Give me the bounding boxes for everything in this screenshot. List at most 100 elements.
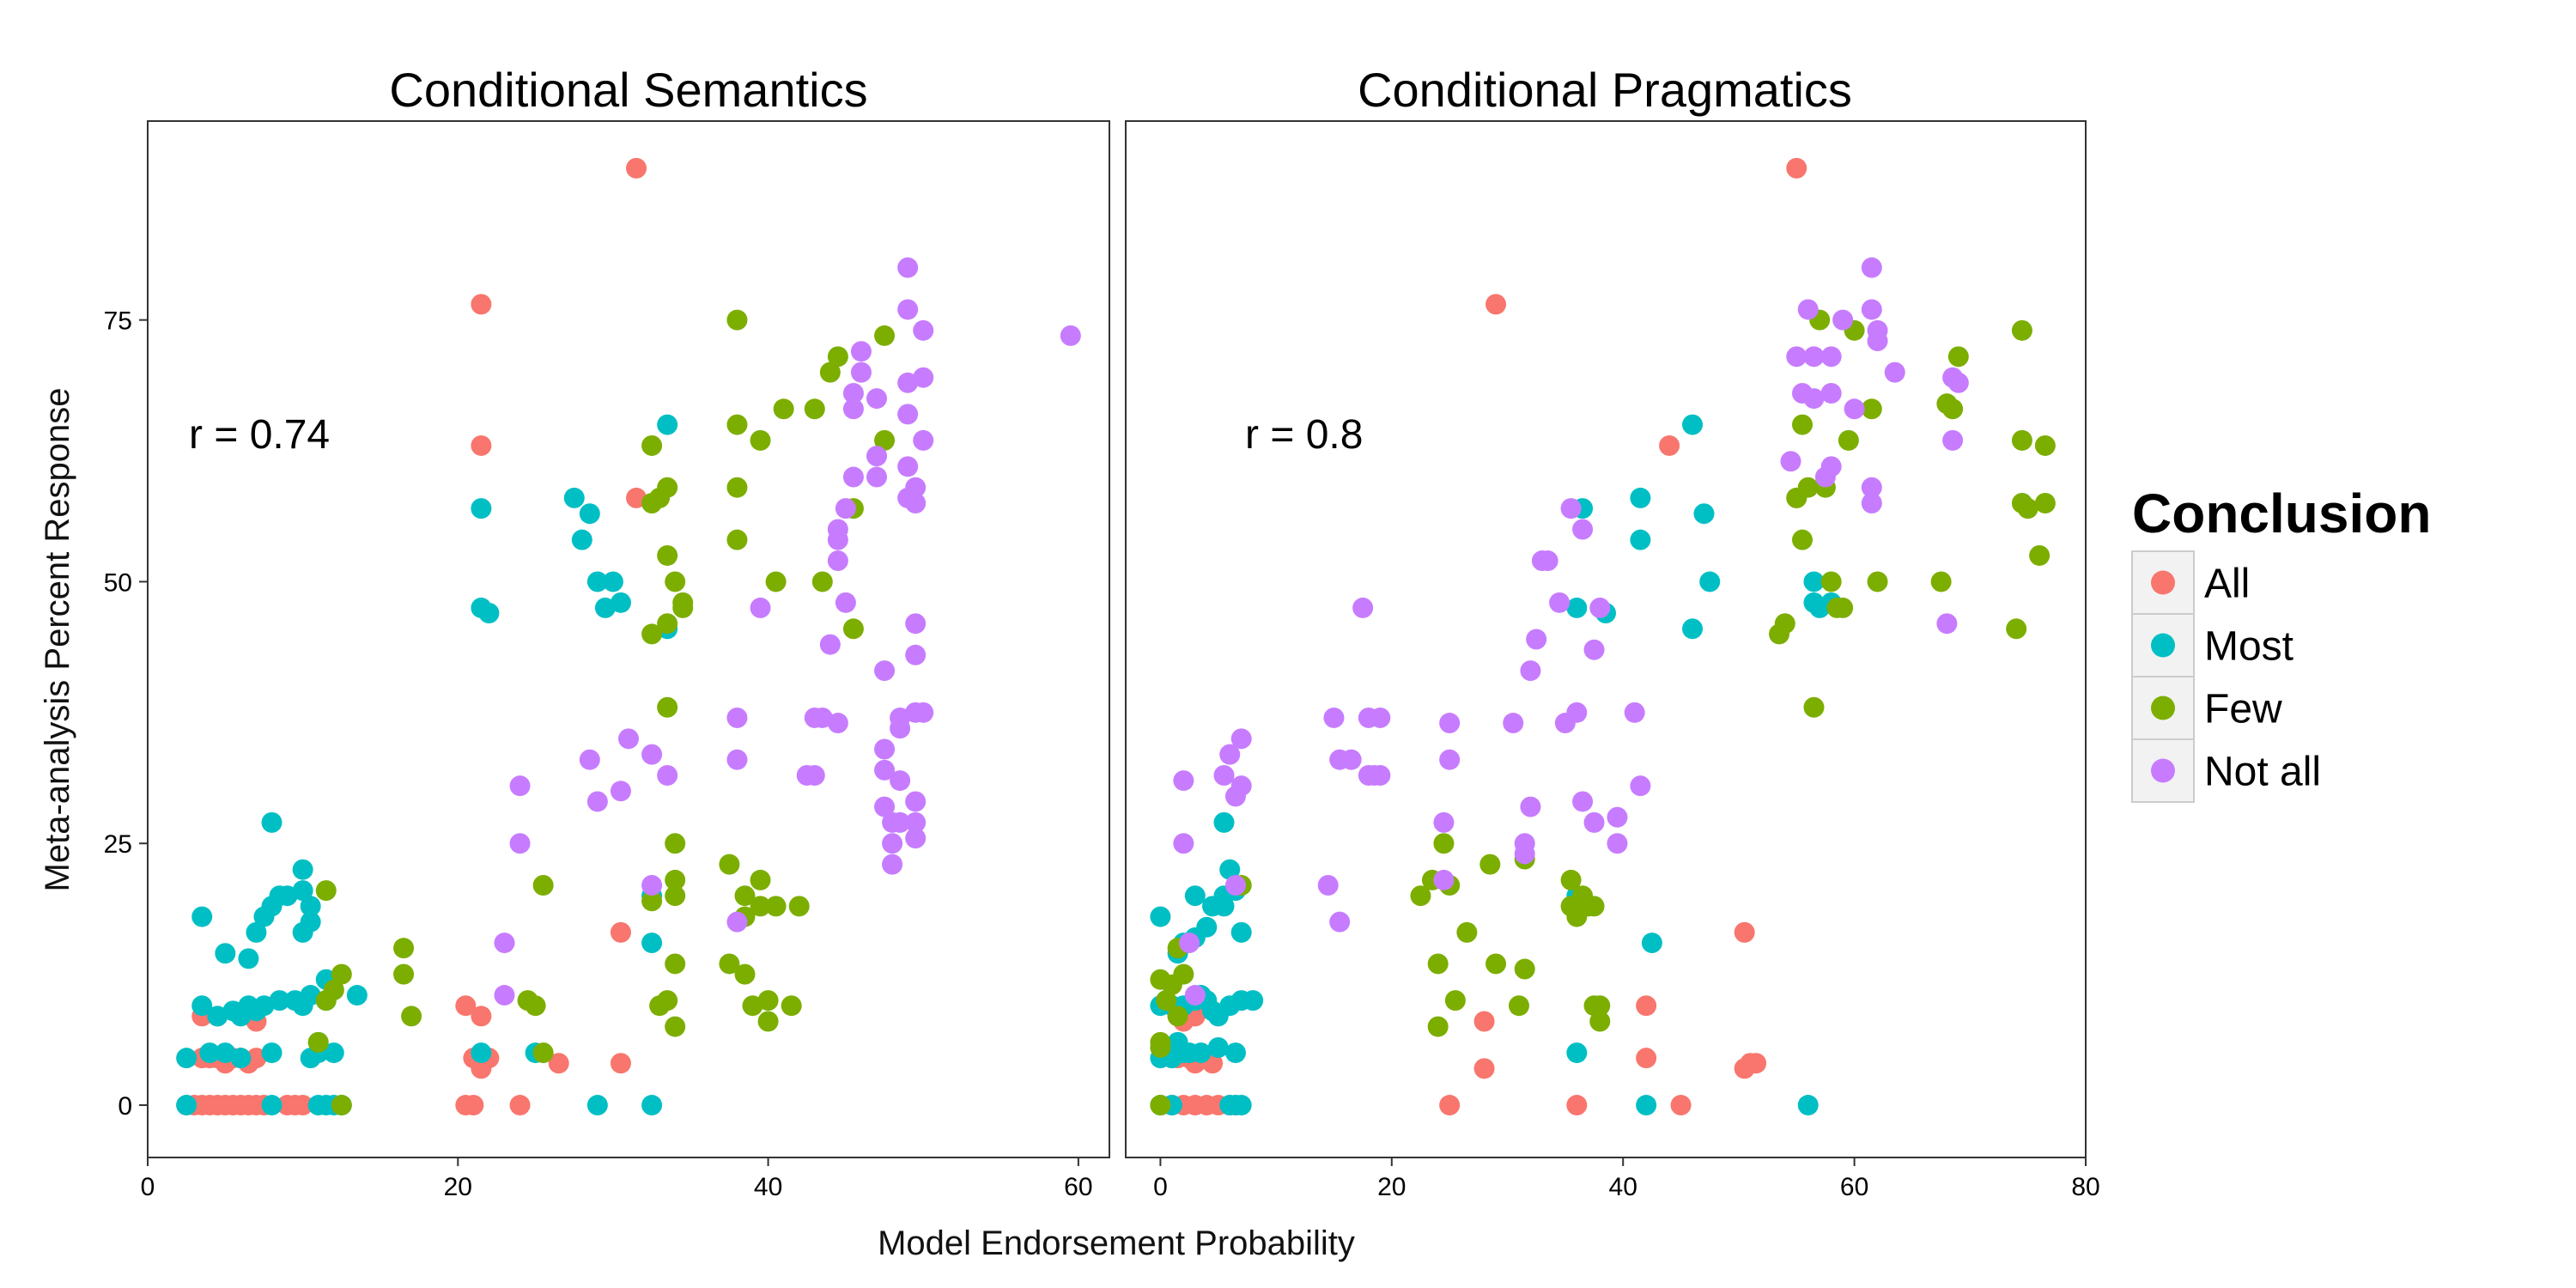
data-point [532,875,554,896]
data-point [882,854,903,875]
data-point [905,828,927,849]
x-axis: 0 20 40 60 80 [1153,1157,2100,1201]
data-point [471,434,492,456]
data-point [401,1005,422,1027]
y-tick-label: 0 [118,1092,132,1121]
data-point [1641,933,1662,954]
data-point [594,597,616,618]
data-point [1861,398,1882,420]
data-point [665,869,686,890]
data-point [300,985,321,1006]
data-point [874,429,896,451]
data-point [672,597,694,618]
data-point [1867,331,1888,352]
data-point [1566,1042,1588,1064]
data-point [471,1005,492,1027]
data-point [1167,1031,1188,1053]
data-point [1560,869,1582,890]
data-point [626,157,647,179]
data-point [1213,764,1235,786]
data-point [866,446,888,467]
data-point [1624,702,1645,723]
data-point [657,477,678,498]
data-point [331,963,352,985]
data-point [905,477,927,498]
data-point [788,896,810,917]
data-point [1156,990,1177,1012]
data-point [1942,429,1964,451]
data-point [1473,1011,1495,1032]
x-axis-label: Model Endorsement Probability [878,1224,1355,1262]
legend-entry: Not all [2131,738,2321,803]
data-point [548,1053,569,1074]
data-point [1820,456,1842,477]
data-point [734,885,756,907]
data-point [509,775,531,797]
data-point [657,696,678,718]
data-point [292,859,313,880]
data-point [1150,906,1171,927]
data-point [897,299,919,320]
data-point [1173,833,1194,854]
legend-entry: All [2131,550,2250,615]
data-point [897,257,919,278]
data-point [1566,597,1588,618]
data-point [842,382,864,404]
x-tick-label: 80 [2071,1173,2099,1201]
data-point [1364,764,1385,786]
data-point [393,938,415,959]
data-point [261,811,283,833]
data-point [719,854,740,875]
data-point [1803,696,1825,718]
data-point [750,429,771,451]
data-point [757,990,779,1012]
data-point [618,728,639,750]
data-point [1820,346,1842,368]
data-point [307,1031,329,1053]
data-point [1861,257,1882,278]
data-point [1630,529,1651,550]
data-point [657,544,678,566]
data-point [323,979,344,1000]
data-point [882,833,903,854]
data-point [1427,1016,1449,1037]
data-point [1942,398,1964,420]
data-point [641,434,663,456]
data-point [1329,911,1351,933]
x-tick-label: 40 [754,1173,782,1201]
data-point [1473,1058,1495,1079]
data-point [726,309,748,331]
data-point [292,1095,313,1116]
data-point [827,713,848,734]
data-point [2011,319,2032,341]
data-point [1947,372,1969,393]
data-point [199,1042,221,1064]
data-point [1433,811,1455,833]
data-point [586,1095,608,1116]
data-point [1746,1053,1767,1074]
data-point [1861,493,1882,514]
data-point [563,487,585,508]
data-point [1485,953,1507,975]
data-point [1693,503,1715,525]
data-point [874,759,896,781]
data-point [1797,477,1819,498]
data-point [742,995,763,1017]
legend-label: Few [2204,687,2282,732]
data-point [610,781,631,802]
data-point [1323,707,1345,728]
data-point [913,319,934,341]
data-point [641,744,663,765]
data-point [2006,618,2027,640]
data-point [827,346,848,368]
data-point [253,995,275,1017]
data-point [1791,529,1813,550]
data-point [765,571,787,592]
data-point [230,1048,252,1069]
correlation-annotation: r = 0.74 [189,412,330,458]
data-point [1884,361,1905,383]
data-point [1230,728,1252,750]
data-point [1219,859,1241,880]
data-point [1670,1095,1692,1116]
data-point [1230,1095,1252,1116]
